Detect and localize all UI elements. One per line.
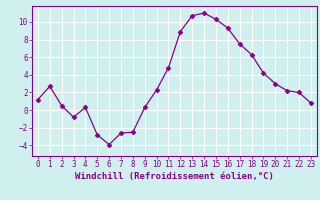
X-axis label: Windchill (Refroidissement éolien,°C): Windchill (Refroidissement éolien,°C) [75,172,274,181]
